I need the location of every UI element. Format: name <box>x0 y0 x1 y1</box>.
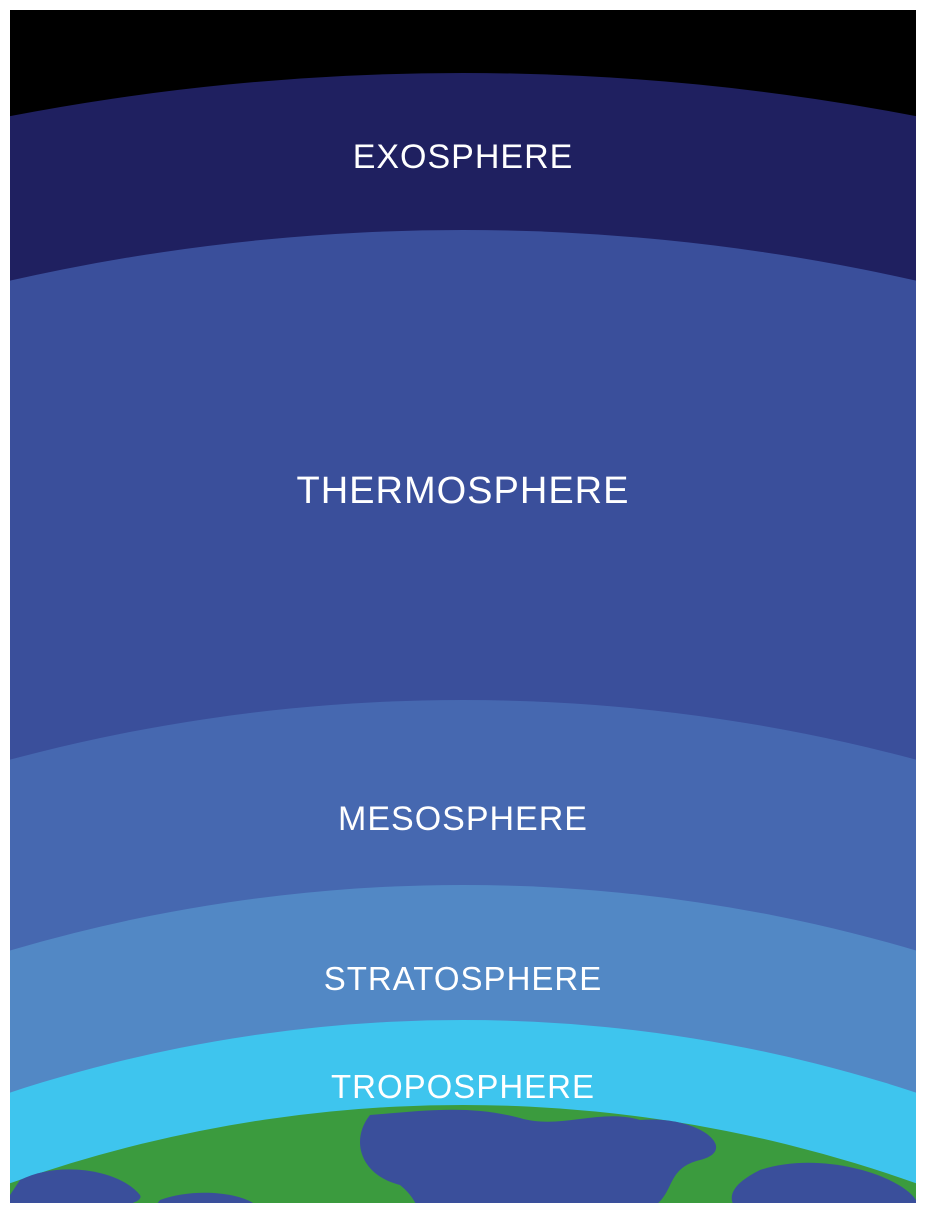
atmosphere-svg <box>0 0 926 1213</box>
atmosphere-layers-diagram: EXOSPHERE THERMOSPHERE MESOSPHERE STRATOSPH… <box>0 0 926 1213</box>
layer-label-troposphere: TROPOSPHERE <box>0 1068 926 1106</box>
layer-label-stratosphere: STRATOSPHERE <box>0 960 926 998</box>
layer-label-mesosphere: MESOSPHERE <box>0 800 926 839</box>
layer-label-thermosphere: THERMOSPHERE <box>0 470 926 513</box>
layer-label-exosphere: EXOSPHERE <box>0 138 926 177</box>
